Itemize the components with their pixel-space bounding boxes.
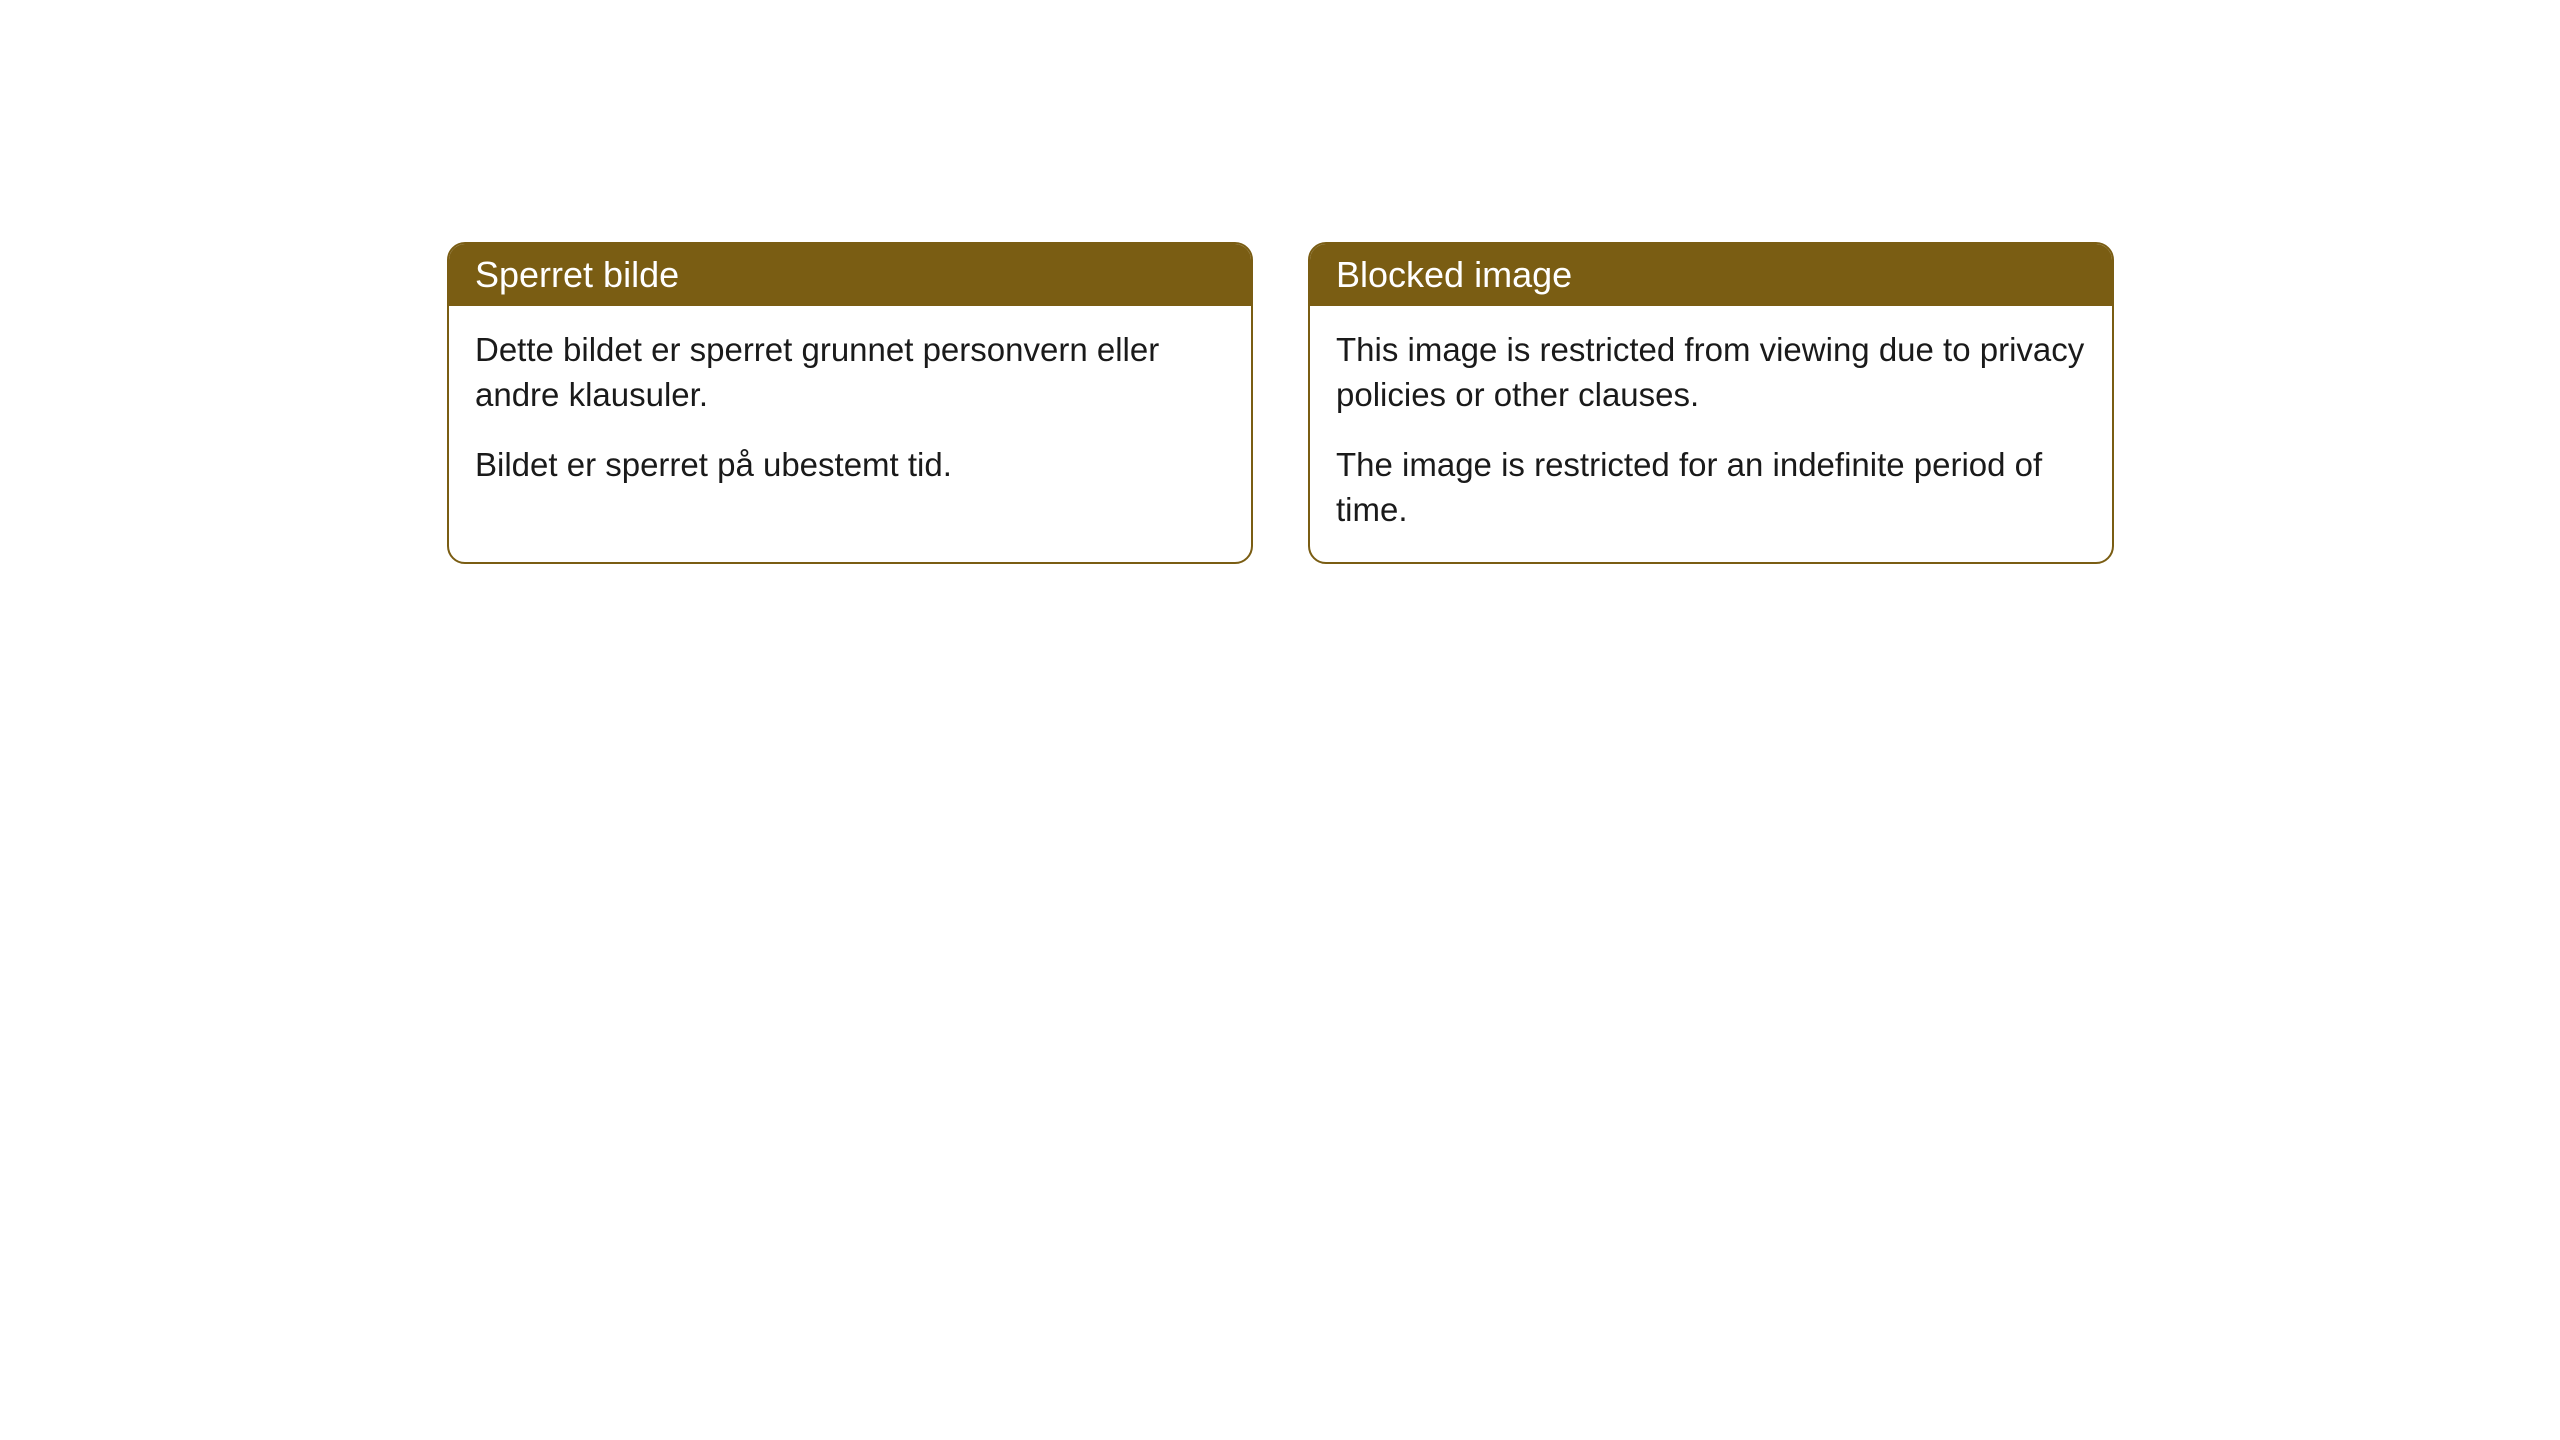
blocked-image-card-norwegian: Sperret bilde Dette bildet er sperret gr… [447,242,1253,564]
card-text-english-1: This image is restricted from viewing du… [1336,328,2086,417]
card-header-norwegian: Sperret bilde [449,244,1251,306]
card-text-english-2: The image is restricted for an indefinit… [1336,443,2086,532]
card-title-norwegian: Sperret bilde [475,254,679,295]
card-body-english: This image is restricted from viewing du… [1310,306,2112,562]
card-title-english: Blocked image [1336,254,1572,295]
blocked-image-cards-container: Sperret bilde Dette bildet er sperret gr… [447,242,2114,564]
card-text-norwegian-1: Dette bildet er sperret grunnet personve… [475,328,1225,417]
card-text-norwegian-2: Bildet er sperret på ubestemt tid. [475,443,1225,488]
blocked-image-card-english: Blocked image This image is restricted f… [1308,242,2114,564]
card-body-norwegian: Dette bildet er sperret grunnet personve… [449,306,1251,518]
card-header-english: Blocked image [1310,244,2112,306]
